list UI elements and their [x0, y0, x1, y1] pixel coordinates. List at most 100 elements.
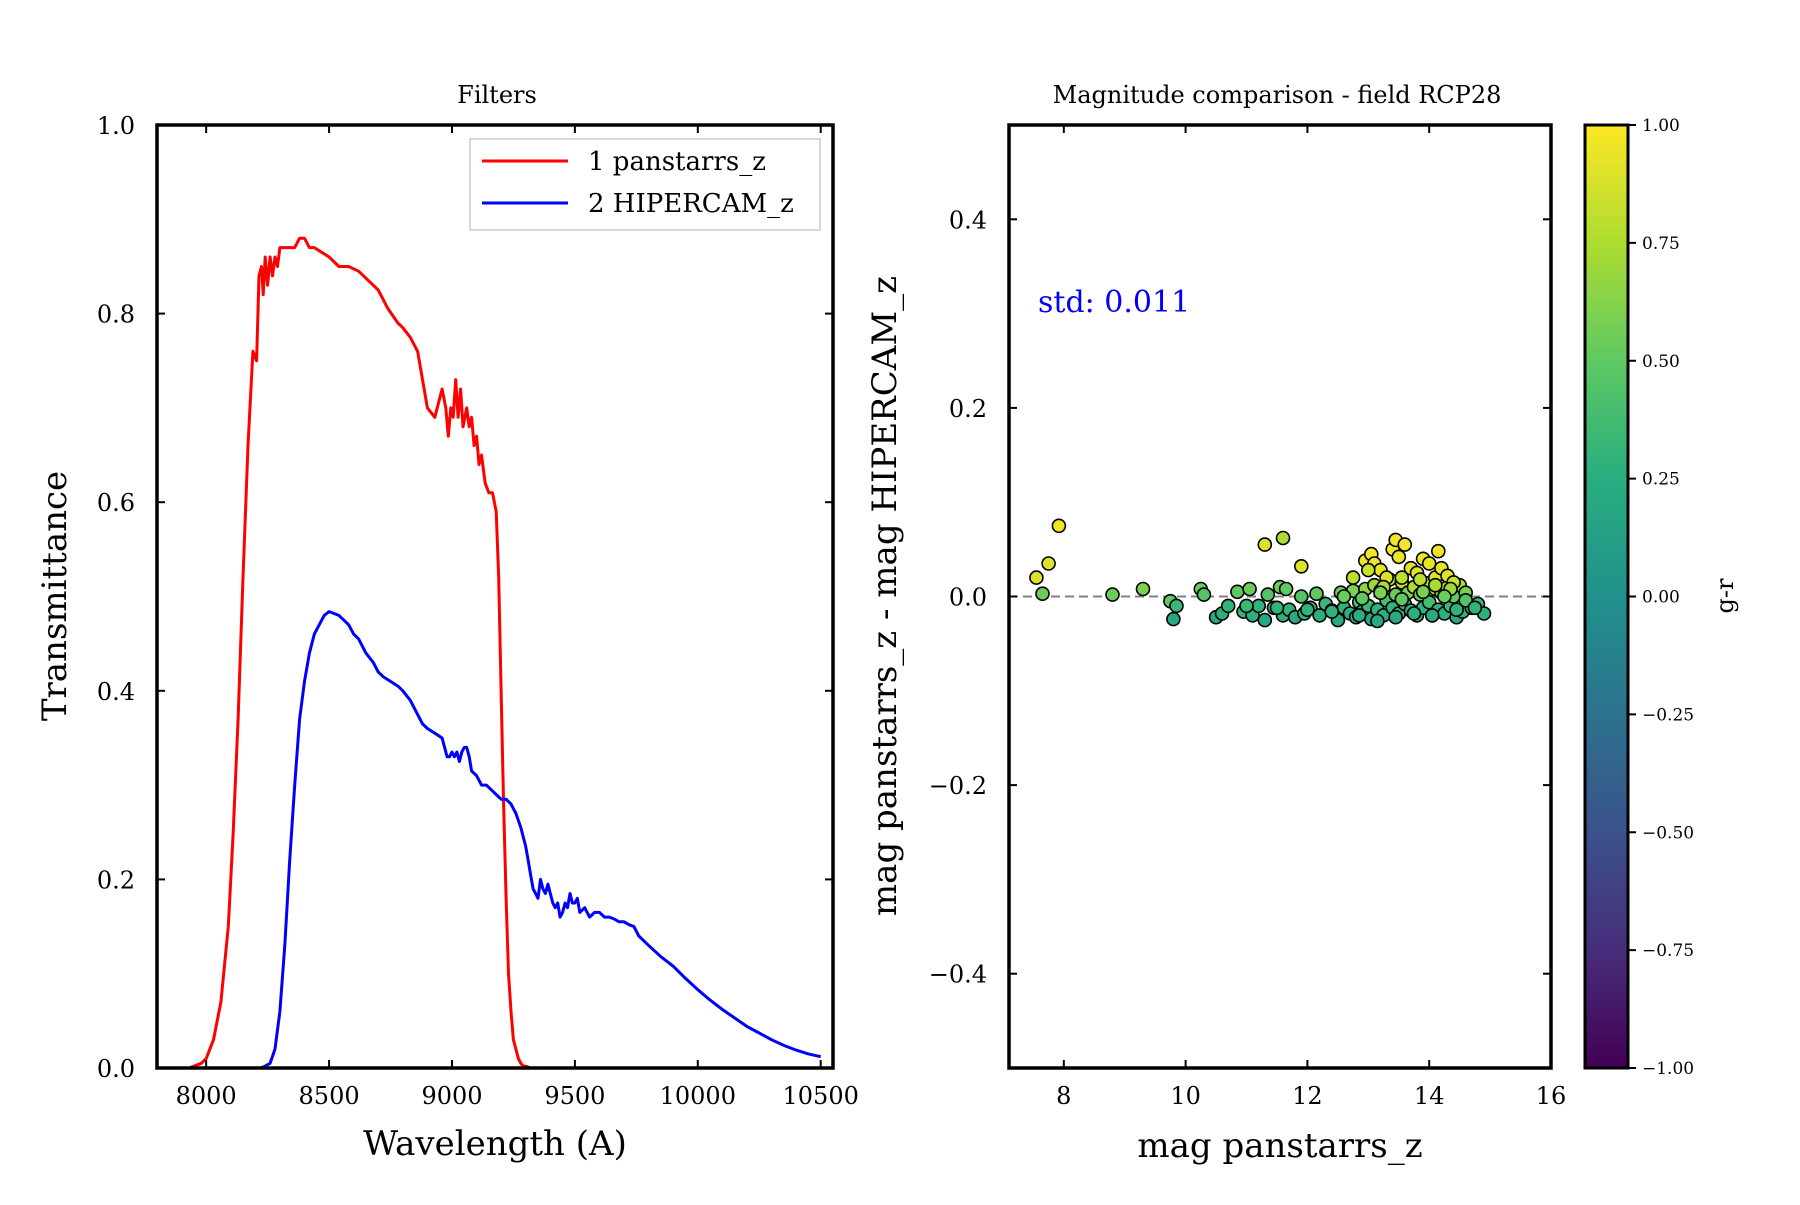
- x-tick-label: 8000: [176, 1082, 237, 1110]
- scatter-point: [1169, 598, 1184, 614]
- scatter-point: [1251, 598, 1266, 614]
- magnitude-title: Magnitude comparison - field RCP28: [1053, 81, 1502, 109]
- scatter-point: [1275, 530, 1291, 546]
- scatter-point: [1373, 585, 1388, 601]
- colorbar-tick-label: −0.50: [1642, 823, 1694, 843]
- scatter-point: [1406, 606, 1422, 621]
- scatter-point: [1354, 591, 1370, 606]
- scatter-point: [1324, 604, 1340, 619]
- scatter-point: [1257, 612, 1273, 628]
- scatter-point: [1257, 537, 1273, 552]
- filters-plot-frame: [155, 123, 835, 1070]
- scatter-point: [1105, 587, 1120, 602]
- x-tick-label: 10500: [783, 1082, 859, 1110]
- filters-series-group: [188, 236, 822, 1070]
- scatter-point: [1345, 570, 1361, 585]
- scatter-points-group: [1029, 518, 1492, 629]
- scatter-point: [1391, 549, 1407, 565]
- colorbar-tick-label: 1.00: [1642, 116, 1680, 136]
- scatter-point: [1220, 598, 1236, 614]
- x-tick-label: 14: [1414, 1082, 1445, 1110]
- colorbar-gradient: [1583, 123, 1630, 1070]
- scatter-point: [1230, 584, 1245, 600]
- y-tick-label: 0.0: [97, 1055, 135, 1083]
- magnitude-y-axis-label: mag panstarrs_z - mag HIPERCAM_z: [865, 276, 905, 916]
- x-tick-label: 9000: [421, 1082, 482, 1110]
- scatter-point: [1029, 570, 1044, 585]
- x-tick-label: 10: [1170, 1082, 1201, 1110]
- scatter-point: [1300, 602, 1315, 618]
- scatter-point: [1394, 591, 1410, 607]
- filters-y-axis-label: Transmittance: [35, 471, 75, 721]
- scatter-point: [1309, 586, 1324, 602]
- scatter-point: [1242, 581, 1257, 597]
- magnitude-plot-frame: [1007, 123, 1553, 1070]
- y-tick-label: 0.0: [949, 584, 987, 612]
- scatter-point: [1166, 611, 1181, 627]
- y-tick-label: 0.8: [97, 301, 135, 329]
- scatter-point: [1449, 602, 1464, 618]
- scatter-point: [1294, 589, 1309, 604]
- legend-label-panstarrs-z: 1 panstarrs_z: [588, 147, 766, 177]
- magnitude-panel: Magnitude comparison - field RCP28 8 10 12…: [865, 81, 1566, 1166]
- colorbar-tick-label: −1.00: [1642, 1059, 1694, 1079]
- x-tick-label: 12: [1292, 1082, 1323, 1110]
- colorbar-tick-label: 0.00: [1642, 588, 1680, 608]
- scatter-point: [1239, 598, 1254, 614]
- y-tick-label: −0.4: [929, 961, 987, 989]
- filters-panel: Filters 8000 8500 9000 9500 10000 10500 0.0 0.2…: [35, 81, 859, 1164]
- std-annotation: std: 0.011: [1038, 285, 1190, 320]
- y-tick-label: −0.2: [929, 772, 987, 800]
- y-tick-label: 0.2: [97, 866, 135, 894]
- colorbar-tick-label: 0.50: [1642, 352, 1680, 372]
- colorbar-label: g-r: [1711, 578, 1739, 613]
- scatter-point: [1415, 584, 1431, 600]
- filters-legend: 1 panstarrs_z 2 HIPERCAM_z: [469, 138, 821, 231]
- colorbar: 1.00 0.75 0.50 0.25 0.00 −0.25 −0.50 −0.75 −1.00…: [1583, 116, 1739, 1079]
- scatter-point: [1351, 608, 1367, 623]
- scatter-point: [1294, 558, 1309, 574]
- scatter-point: [1437, 589, 1452, 604]
- scatter-point: [1428, 577, 1443, 593]
- colorbar-tick-label: 0.25: [1642, 470, 1680, 490]
- scatter-point: [1278, 581, 1294, 597]
- legend-label-hipercam-z: 2 HIPERCAM_z: [588, 189, 794, 219]
- scatter-point: [1051, 518, 1067, 534]
- scatter-point: [1388, 609, 1403, 625]
- scatter-point: [1336, 589, 1352, 604]
- y-tick-label: 0.4: [949, 206, 987, 234]
- x-tick-label: 10000: [660, 1082, 736, 1110]
- y-tick-label: 0.4: [97, 678, 135, 706]
- filters-ticks: 8000 8500 9000 9500 10000 10500 0.0 0.2 0.4 0.6 0.…: [97, 112, 859, 1110]
- scatter-point: [1424, 608, 1440, 623]
- colorbar-ticks: 1.00 0.75 0.50 0.25 0.00 −0.25 −0.50 −0.75 −1.00: [1628, 116, 1694, 1079]
- filters-x-axis-label: Wavelength (A): [363, 1124, 627, 1164]
- scatter-point: [1431, 543, 1446, 559]
- colorbar-tick-label: 0.75: [1642, 234, 1680, 254]
- magnitude-x-axis-label: mag panstarrs_z: [1137, 1126, 1422, 1166]
- x-tick-label: 16: [1536, 1082, 1567, 1110]
- scatter-point: [1394, 570, 1410, 585]
- y-tick-label: 0.6: [97, 489, 135, 517]
- colorbar-tick-label: −0.75: [1642, 941, 1694, 961]
- scatter-point: [1467, 600, 1483, 616]
- y-tick-label: 0.2: [949, 395, 987, 423]
- x-tick-label: 8: [1056, 1082, 1071, 1110]
- scatter-point: [1041, 556, 1056, 571]
- scatter-point: [1421, 556, 1437, 571]
- y-tick-label: 1.0: [97, 112, 135, 140]
- filters-title: Filters: [457, 81, 537, 109]
- scatter-point: [1361, 562, 1376, 578]
- x-tick-label: 9500: [544, 1082, 605, 1110]
- scatter-point: [1035, 586, 1050, 602]
- scatter-point: [1412, 572, 1428, 587]
- filters-legend-box: [469, 138, 821, 231]
- scatter-point: [1458, 592, 1473, 608]
- scatter-point: [1370, 613, 1385, 629]
- scatter-point: [1397, 537, 1413, 552]
- scatter-point: [1269, 600, 1285, 616]
- series-line-hipercam-z: [259, 610, 822, 1070]
- scatter-point: [1135, 581, 1151, 597]
